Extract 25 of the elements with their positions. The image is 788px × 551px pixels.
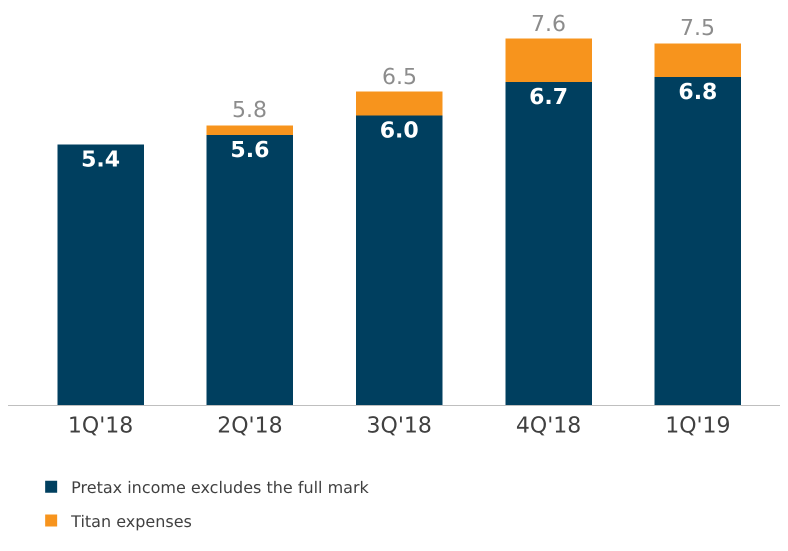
total-label: 7.5 [680,16,715,41]
bar [206,135,294,405]
total-label: 7.6 [531,12,566,37]
legend-label: Titan expenses [70,512,192,531]
x-tick-label: 1Q'19 [665,413,731,438]
data-label: 5.4 [81,148,120,173]
data-label: 6.0 [380,118,419,144]
bar [505,82,592,405]
data-label: 6.8 [678,80,718,106]
bar [356,116,443,405]
bar [654,77,742,405]
legend-label: Pretax income excludes the full mark [71,478,370,497]
data-label: 6.7 [529,84,568,110]
x-tick-label: 1Q'18 [68,413,134,438]
x-tick-label: 3Q'18 [366,413,432,438]
x-tick-label: 2Q'18 [217,413,283,438]
bar [57,144,144,405]
total-label: 6.5 [382,65,417,90]
total-label: 5.8 [232,98,267,123]
x-tick-label: 4Q'18 [516,413,582,438]
bar [206,125,294,135]
data-label: 5.6 [230,138,270,163]
bar [356,92,443,116]
bar [505,38,592,82]
bar [654,43,742,78]
